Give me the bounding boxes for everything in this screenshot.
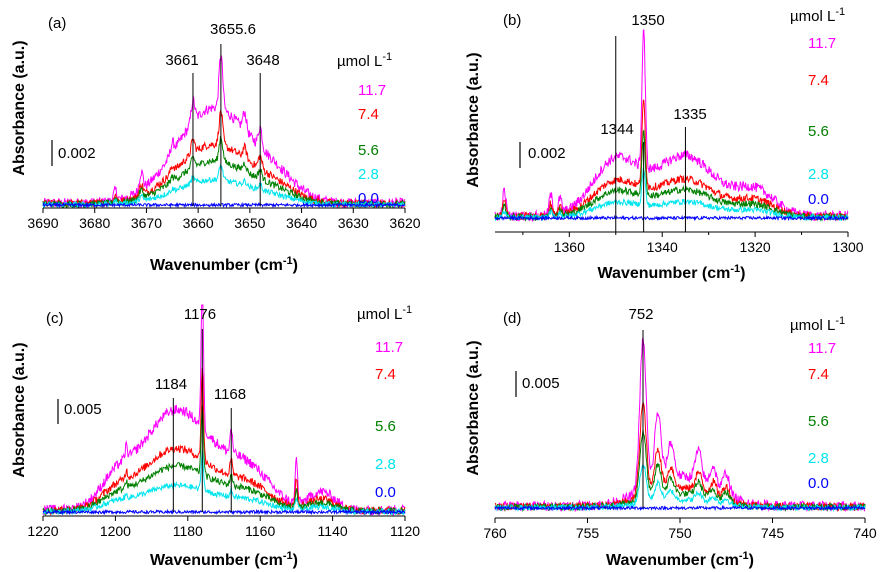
series-0-0-line <box>494 504 866 512</box>
series-2-8-line <box>494 463 866 513</box>
panel-label: (a) <box>48 15 66 32</box>
x-axis-title: Wavenumber (cm-1) <box>606 550 754 569</box>
series-0-0-line <box>42 201 406 209</box>
peak-label: 1168 <box>214 386 246 403</box>
x-tick-label: 760 <box>483 525 507 541</box>
panel-label: (d) <box>503 310 521 327</box>
y-axis-title: Absorbance (a.u.) <box>11 342 28 477</box>
peak-label: 1344 <box>600 121 633 138</box>
panel-c: 1184 1176 1168 1220 1200 1180 1160 1140 1120 Wave… <box>11 304 420 569</box>
legend-entry: 2.8 <box>358 166 379 183</box>
series-5-6-line <box>42 405 406 517</box>
series-2-8-line <box>494 167 849 222</box>
x-tick-label: 1360 <box>554 239 585 255</box>
x-tick-label: 740 <box>853 525 877 541</box>
scale-bar-label: 0.002 <box>528 145 566 162</box>
legend-entry: 11.7 <box>808 35 836 52</box>
legend-entry: 2.8 <box>808 166 829 183</box>
panel-d: 752 760 755 750 745 740 Wavenumber (cm-1) Absor… <box>465 306 877 569</box>
legend-entry: 5.6 <box>808 413 829 430</box>
y-axis-title: Absorbance (a.u.) <box>465 52 482 187</box>
legend-entry: 5.6 <box>808 123 829 140</box>
legend-entry: 11.7 <box>375 339 403 356</box>
x-tick-label: 1140 <box>318 523 348 539</box>
peak-label: 1350 <box>631 12 664 29</box>
peak-label: 1184 <box>155 376 187 393</box>
x-tick-label: 1160 <box>245 523 275 539</box>
legend-entry: 5.6 <box>375 418 396 435</box>
legend-entry: 0.0 <box>375 484 396 501</box>
legend-entry: 5.6 <box>358 142 379 159</box>
legend-entry: 7.4 <box>358 106 379 123</box>
legend-entry: 7.4 <box>808 366 829 383</box>
peak-label: 3648 <box>246 52 279 69</box>
legend-entry: 11.7 <box>358 82 386 99</box>
series-5-6-line <box>42 135 406 210</box>
legend-entry: 0.0 <box>808 191 829 208</box>
legend-title: µmol L-1 <box>790 6 845 25</box>
peak-label: 1335 <box>673 106 706 123</box>
panel-label: (c) <box>46 310 64 327</box>
x-tick-label: 1180 <box>173 523 203 539</box>
x-tick-label: 1320 <box>740 239 771 255</box>
x-tick-label: 1200 <box>100 523 131 539</box>
scale-bar-label: 0.002 <box>58 145 96 162</box>
panel-a: 3661 3655.6 3648 3690 3680 3670 3660 3650 3640 36… <box>11 15 421 274</box>
legend-title: µmol L-1 <box>337 51 392 70</box>
panel-b: 1350 1344 1335 1360 1340 1320 1300 Wavenumber (… <box>465 6 864 282</box>
legend-entry: 0.0 <box>358 190 379 207</box>
x-axis-title: Wavenumber (cm-1) <box>598 263 746 282</box>
legend-entry: 2.8 <box>375 456 396 473</box>
peak-label: 3661 <box>165 52 198 69</box>
series-7-4-line <box>42 110 406 209</box>
legend-title: µmol L-1 <box>357 304 412 323</box>
peak-label: 1176 <box>184 306 216 323</box>
x-tick-label: 3690 <box>27 215 58 231</box>
x-tick-label: 3650 <box>234 215 265 231</box>
x-tick-label: 3620 <box>389 215 420 231</box>
panel-label: (b) <box>503 12 521 29</box>
x-tick-label: 3680 <box>79 215 110 231</box>
legend-entry: 7.4 <box>375 366 396 383</box>
peak-label: 752 <box>628 306 653 323</box>
x-tick-label: 1220 <box>27 523 58 539</box>
scale-bar-label: 0.005 <box>64 401 102 418</box>
series-0-0-line <box>42 508 406 516</box>
x-axis-title: Wavenumber (cm-1) <box>150 255 298 274</box>
x-tick-label: 3670 <box>131 215 162 231</box>
x-tick-label: 755 <box>576 525 600 541</box>
x-axis-title: Wavenumber (cm-1) <box>150 550 298 569</box>
x-tick-label: 750 <box>668 525 692 541</box>
scale-bar-label: 0.005 <box>522 375 560 392</box>
x-tick-label: 1120 <box>390 523 420 539</box>
x-tick-label: 1300 <box>832 239 863 255</box>
x-tick-label: 3630 <box>338 215 369 231</box>
x-tick-label: 745 <box>761 525 785 541</box>
series-5-6-line <box>494 429 866 513</box>
peak-label: 3655.6 <box>210 21 256 38</box>
legend-title: µmol L-1 <box>790 315 845 334</box>
series-2-8-line <box>42 449 406 516</box>
series-11-7-line <box>494 29 849 222</box>
x-tick-label: 3660 <box>183 215 214 231</box>
legend-entry: 11.7 <box>808 340 836 357</box>
series-0-0-line <box>494 214 849 222</box>
y-axis-title: Absorbance (a.u.) <box>11 40 28 175</box>
legend-entry: 7.4 <box>808 72 829 89</box>
legend-entry: 0.0 <box>808 475 829 492</box>
legend-entry: 2.8 <box>808 450 829 467</box>
x-tick-label: 1340 <box>647 239 678 255</box>
y-axis-title: Absorbance (a.u.) <box>465 340 482 475</box>
x-tick-label: 3640 <box>286 215 317 231</box>
